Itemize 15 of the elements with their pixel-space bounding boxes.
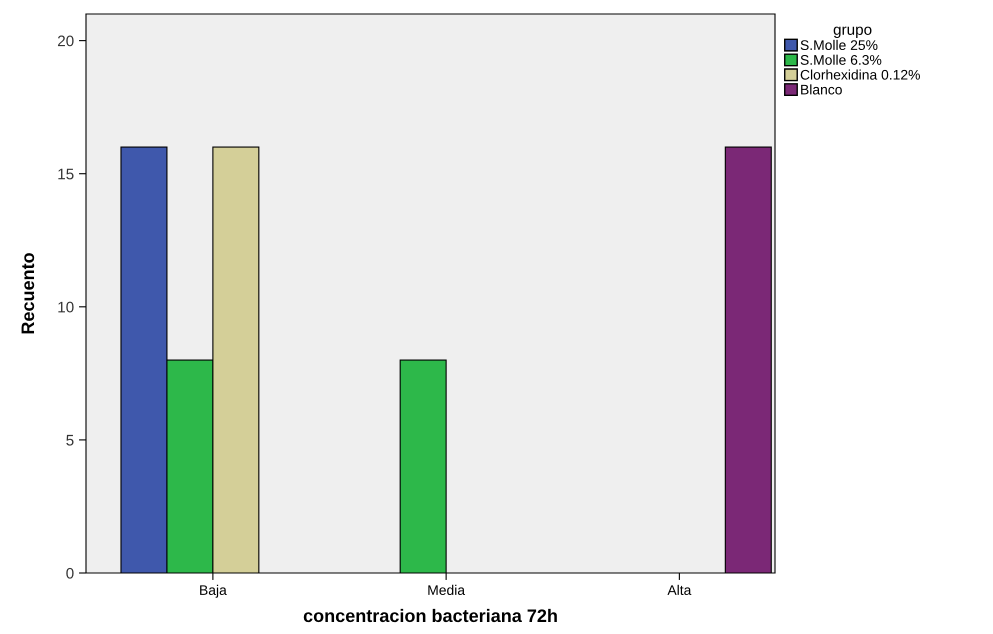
y-tick-label: 10: [58, 302, 74, 312]
legend-label: S.Molle 25%: [800, 40, 878, 50]
x-tick-label: Baja: [200, 584, 227, 598]
y-tick-label: 5: [66, 434, 74, 446]
y-tick-label: 20: [58, 35, 74, 46]
y-tick-label: 0: [66, 568, 74, 579]
y-axis-title: Recuento: [22, 253, 34, 334]
x-axis-title: concentracion bacteriana 72h: [304, 608, 557, 622]
legend-label: S.Molle 6.3%: [800, 54, 882, 65]
legend-label: Blanco: [801, 84, 842, 95]
legend-title: grupo: [834, 26, 872, 38]
x-tick-label: Media: [428, 584, 466, 596]
x-tick-label: Alta: [667, 584, 692, 596]
y-tick-label: 15: [58, 168, 74, 180]
legend-label: Clorhexidina 0.12%: [800, 69, 920, 80]
